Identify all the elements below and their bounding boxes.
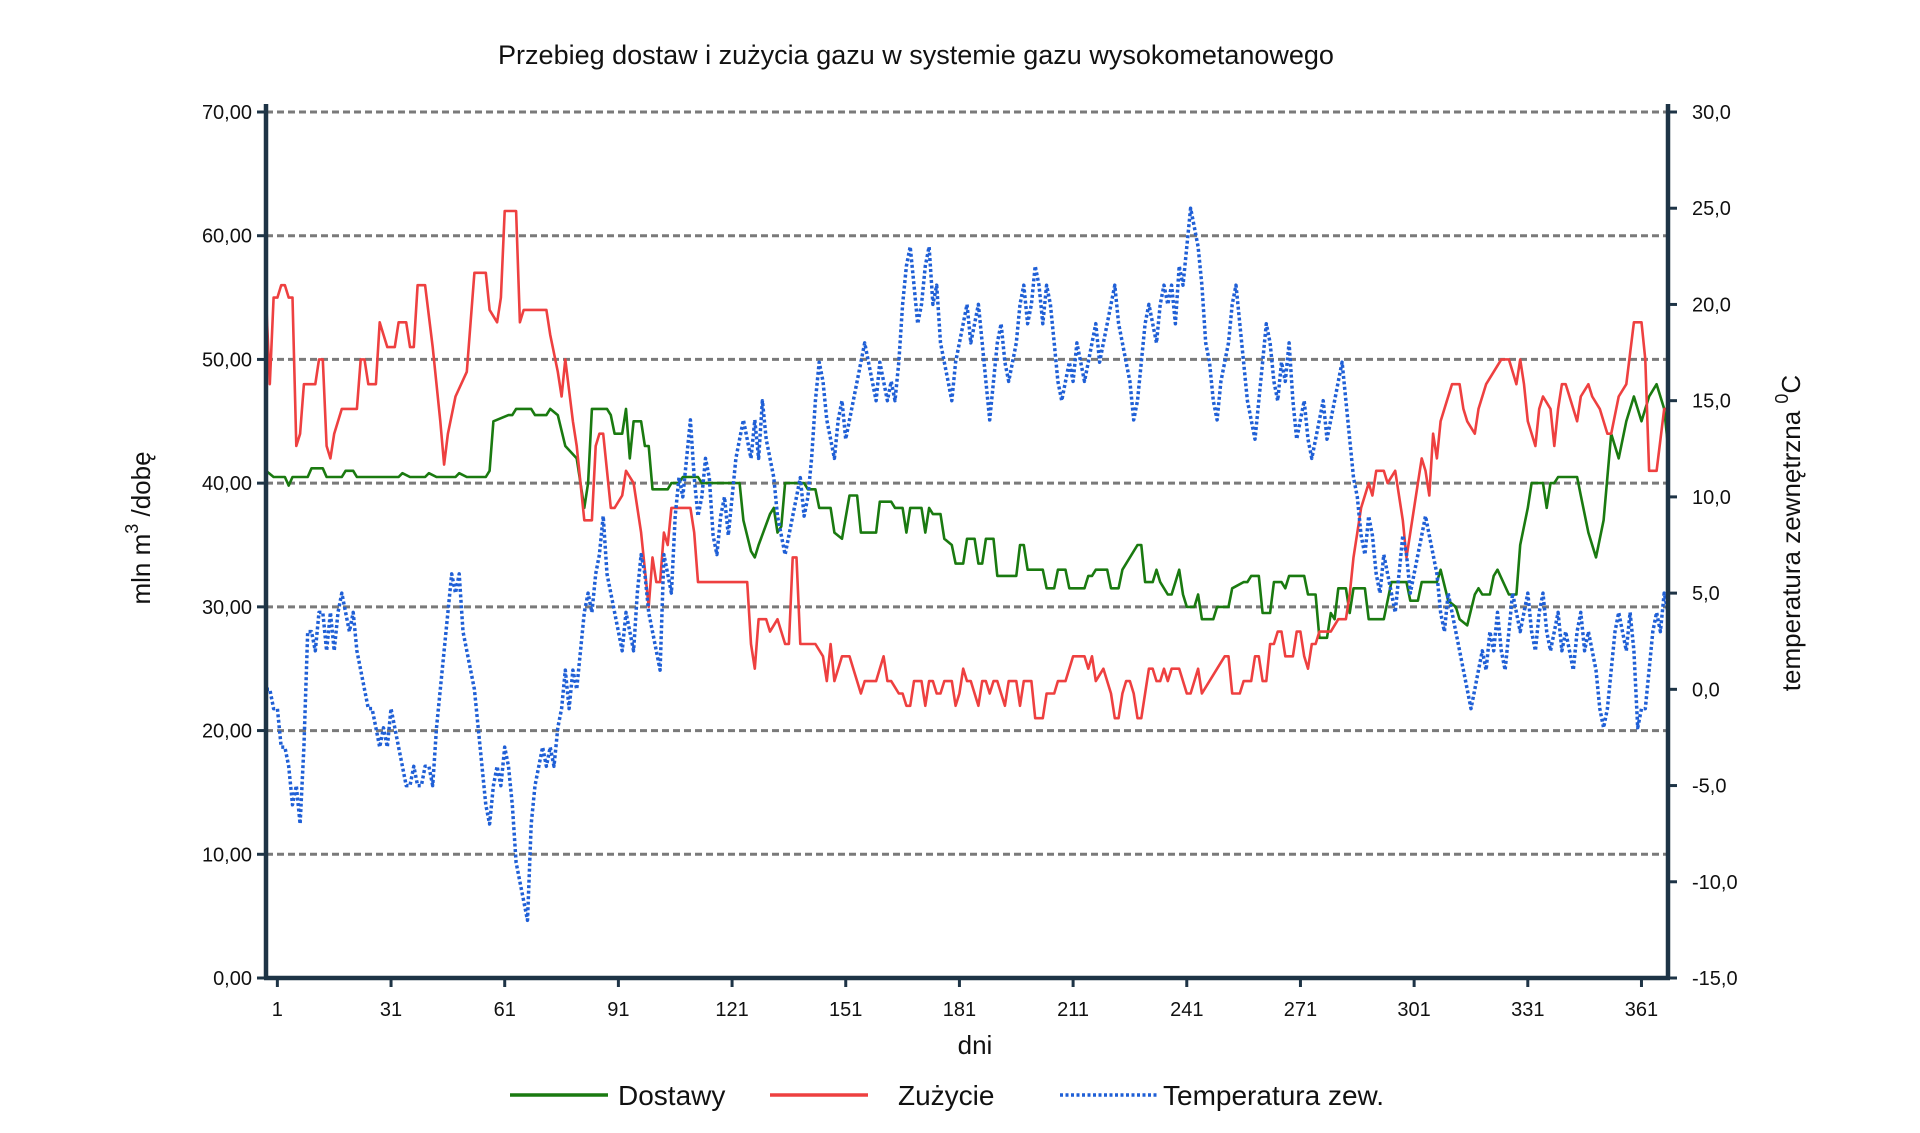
y-right-tick-label: 30,0 <box>1692 102 1731 124</box>
y-left-tick-label: 30,00 <box>202 597 252 619</box>
y-left-tick-label: 60,00 <box>202 226 252 248</box>
legend-label: Temperatura zew. <box>1163 1080 1384 1111</box>
left-y-axis-label-suffix: /dobę <box>126 451 156 523</box>
legend-label: Dostawy <box>618 1080 725 1111</box>
x-tick-label: 1 <box>272 999 283 1021</box>
x-tick-label: 301 <box>1397 999 1430 1021</box>
left-y-axis-label-main: mln m <box>126 534 156 605</box>
x-tick-label: 61 <box>494 999 516 1021</box>
left-y-axis-label-sup: 3 <box>122 524 142 534</box>
x-tick-label: 331 <box>1511 999 1544 1021</box>
left-y-axis-label: mln m3 /dobę <box>122 451 156 604</box>
right-y-axis-label: temperatura zewnętrzna 0C <box>1772 375 1806 691</box>
series-line-dostawy <box>265 382 1670 682</box>
y-left-tick-label: 50,00 <box>202 349 252 371</box>
y-right-tick-label: 0,0 <box>1692 679 1720 701</box>
x-tick-label: 271 <box>1284 999 1317 1021</box>
x-tick-label: 181 <box>943 999 976 1021</box>
y-right-tick-label: -15,0 <box>1692 968 1738 990</box>
y-right-tick-label: 25,0 <box>1692 198 1731 220</box>
y-left-tick-label: 10,00 <box>202 844 252 866</box>
y-left-tick-label: 40,00 <box>202 473 252 495</box>
legend: Dostawy Zużycie Temperatura zew. <box>510 1080 1384 1111</box>
x-tick-label: 121 <box>715 999 748 1021</box>
x-tick-label: 151 <box>829 999 862 1021</box>
x-tick-label: 91 <box>607 999 629 1021</box>
series-group <box>264 206 1670 923</box>
y-right-tick-label: -10,0 <box>1692 872 1738 894</box>
grid-lines <box>266 110 1668 856</box>
right-y-axis-label-suffix: C <box>1776 375 1806 394</box>
y-right-tick-label: 20,0 <box>1692 294 1731 316</box>
y-left-tick-label: 20,00 <box>202 721 252 743</box>
right-y-axis-label-sup: 0 <box>1772 394 1792 404</box>
tick-group: 0,00 10,00 20,00 30,00 40,00 50,00 60,00 70,00 -… <box>202 102 1738 1021</box>
y-right-tick-label: -5,0 <box>1692 776 1726 798</box>
series-line-zużycie <box>264 209 1670 720</box>
legend-label: Zużycie <box>898 1080 994 1111</box>
chart-title: Przebieg dostaw i zużycia gazu w systemi… <box>498 40 1334 70</box>
y-right-tick-label: 10,0 <box>1692 487 1731 509</box>
right-y-axis-label-main: temperatura zewnętrzna <box>1776 404 1806 692</box>
x-axis-label: dni <box>958 1030 993 1060</box>
x-tick-label: 361 <box>1625 999 1658 1021</box>
x-tick-label: 241 <box>1170 999 1203 1021</box>
x-tick-label: 211 <box>1057 999 1089 1021</box>
y-right-tick-label: 5,0 <box>1692 583 1720 605</box>
x-tick-label: 31 <box>380 999 402 1021</box>
y-right-tick-label: 15,0 <box>1692 391 1731 413</box>
y-left-tick-label: 0,00 <box>213 968 252 990</box>
y-left-tick-label: 70,00 <box>202 102 252 124</box>
series-line-temperatura-zew <box>266 206 1670 923</box>
